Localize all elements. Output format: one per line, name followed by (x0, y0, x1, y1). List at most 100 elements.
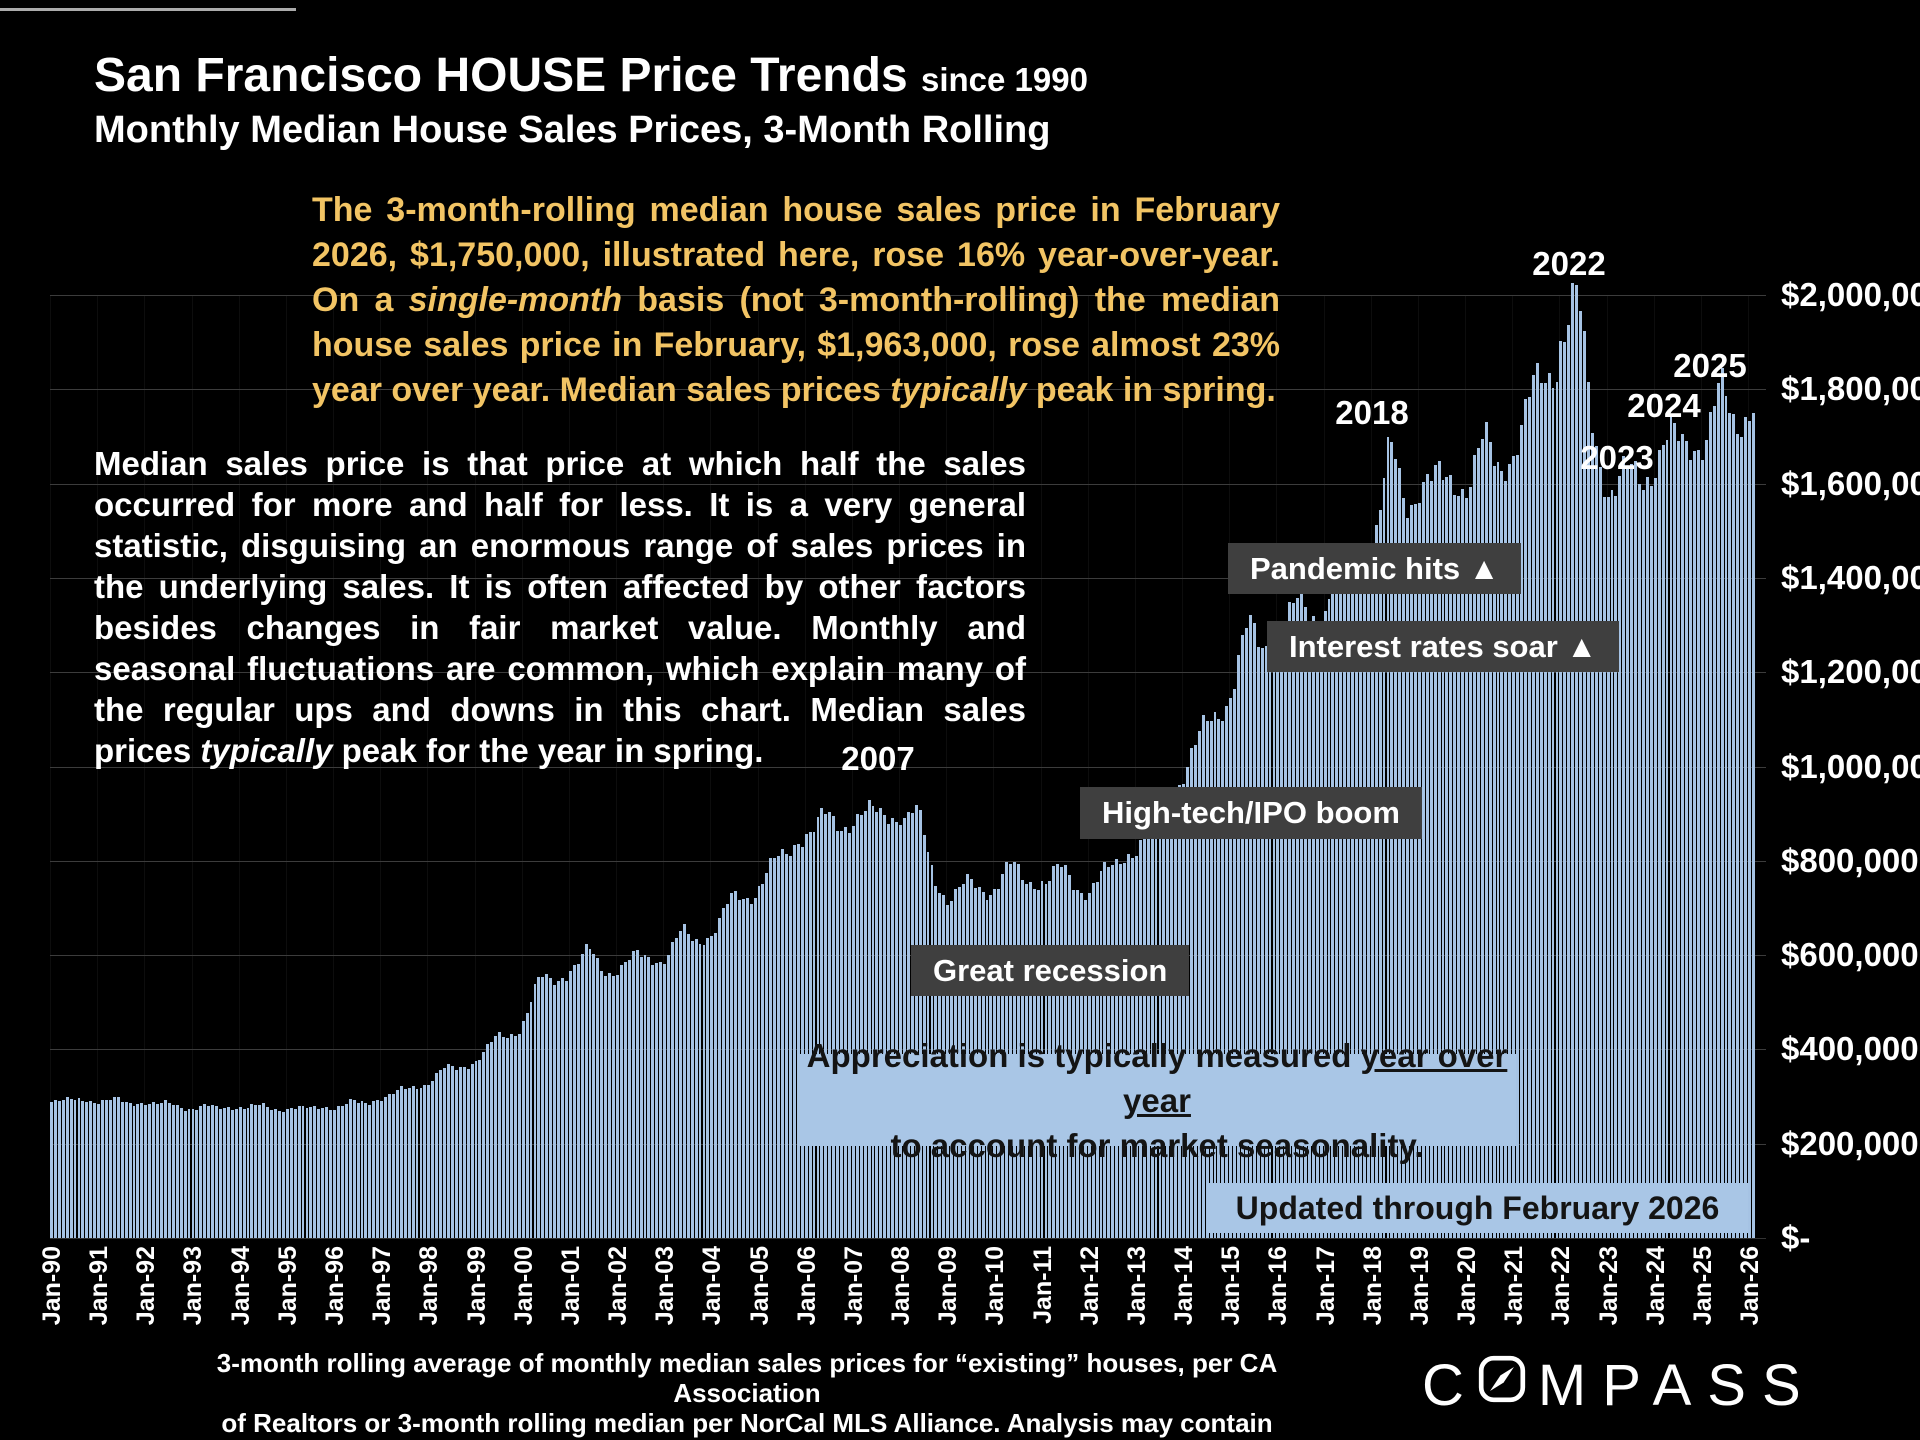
bar (914, 805, 918, 1238)
x-axis-label: Jan-17 (1311, 1246, 1340, 1326)
bar (561, 978, 564, 1238)
bar (1642, 489, 1645, 1238)
bar (1669, 416, 1673, 1238)
bar (336, 1106, 340, 1238)
bar (816, 816, 820, 1238)
x-axis-label: Jan-24 (1641, 1246, 1670, 1326)
bar (1649, 485, 1653, 1238)
bar (1421, 482, 1425, 1238)
bar (714, 932, 718, 1238)
bar (293, 1109, 297, 1238)
bar (203, 1104, 207, 1238)
bar (1213, 711, 1217, 1238)
bar (517, 1033, 521, 1238)
bar (1708, 411, 1712, 1238)
bar (211, 1105, 215, 1238)
bar (93, 1102, 97, 1238)
bar (910, 813, 914, 1238)
bar (1645, 477, 1649, 1238)
bar (1178, 785, 1182, 1238)
bar (325, 1107, 329, 1238)
bar (242, 1109, 246, 1238)
bar (1598, 466, 1602, 1238)
bar (588, 949, 592, 1238)
bar (1013, 862, 1016, 1238)
bar (1327, 599, 1331, 1238)
bar (1535, 362, 1539, 1238)
bar (120, 1101, 124, 1238)
bar (69, 1099, 73, 1238)
bar (1567, 324, 1571, 1238)
bar (1496, 462, 1500, 1238)
bar (800, 846, 804, 1238)
bar (1056, 863, 1060, 1238)
bar (1406, 517, 1410, 1238)
bar (1555, 382, 1559, 1238)
bar (1229, 698, 1233, 1238)
bar (108, 1100, 112, 1238)
bar (596, 958, 600, 1238)
bar (1618, 475, 1622, 1238)
text-run: single-month (408, 281, 623, 319)
page-title: San Francisco HOUSE Price Trends since 1… (94, 48, 1088, 103)
bar (718, 917, 722, 1238)
bar (1201, 715, 1205, 1238)
bar (1280, 635, 1284, 1238)
x-axis-label: Jan-94 (226, 1246, 255, 1326)
bar (1186, 767, 1189, 1238)
bar (1307, 620, 1311, 1238)
bar (627, 960, 631, 1238)
bar (1606, 497, 1610, 1238)
bar (686, 933, 690, 1238)
bar (474, 1060, 478, 1238)
bar (285, 1108, 289, 1238)
bar (926, 851, 930, 1238)
bar (1634, 460, 1638, 1238)
bar (769, 857, 773, 1238)
bar (313, 1106, 317, 1238)
x-axis-label: Jan-95 (273, 1246, 302, 1326)
bar (171, 1105, 175, 1238)
bar (395, 1089, 399, 1238)
bar (631, 950, 635, 1238)
bar (179, 1108, 183, 1238)
bar (277, 1110, 281, 1238)
bar (340, 1105, 344, 1238)
bar (891, 818, 895, 1238)
bar (1469, 487, 1472, 1238)
page-title-text: San Francisco HOUSE Price Trends (94, 49, 908, 102)
bar (1653, 477, 1657, 1238)
bar (309, 1107, 313, 1238)
y-axis-label: $1,000,000 (1781, 747, 1920, 785)
bar (1174, 795, 1178, 1238)
bar (1225, 706, 1229, 1238)
bar (1221, 720, 1225, 1238)
bar (1437, 460, 1441, 1238)
bar (1303, 607, 1307, 1238)
bar (1119, 864, 1123, 1238)
bar (1107, 867, 1111, 1238)
bar (1233, 688, 1237, 1238)
annotation-great-recession: Great recession (911, 945, 1190, 996)
bar (105, 1099, 108, 1238)
bar (116, 1097, 120, 1238)
bar (1323, 610, 1327, 1238)
top-edge-line (0, 8, 296, 11)
y-axis-label: $1,800,000 (1781, 370, 1920, 408)
bar (1193, 744, 1197, 1238)
bar (191, 1109, 195, 1238)
bar (65, 1096, 69, 1238)
bar (513, 1035, 517, 1238)
bar (690, 940, 694, 1238)
bar (419, 1088, 423, 1238)
x-axis-label: Jan-08 (887, 1246, 916, 1326)
bar (879, 807, 883, 1238)
bar (152, 1102, 156, 1238)
bar (832, 815, 836, 1238)
bar (388, 1093, 391, 1238)
peak-label-2025: 2025 (1673, 347, 1747, 384)
bar (274, 1109, 277, 1238)
bar (1005, 862, 1009, 1238)
bar (89, 1100, 93, 1238)
bar (1559, 340, 1563, 1238)
